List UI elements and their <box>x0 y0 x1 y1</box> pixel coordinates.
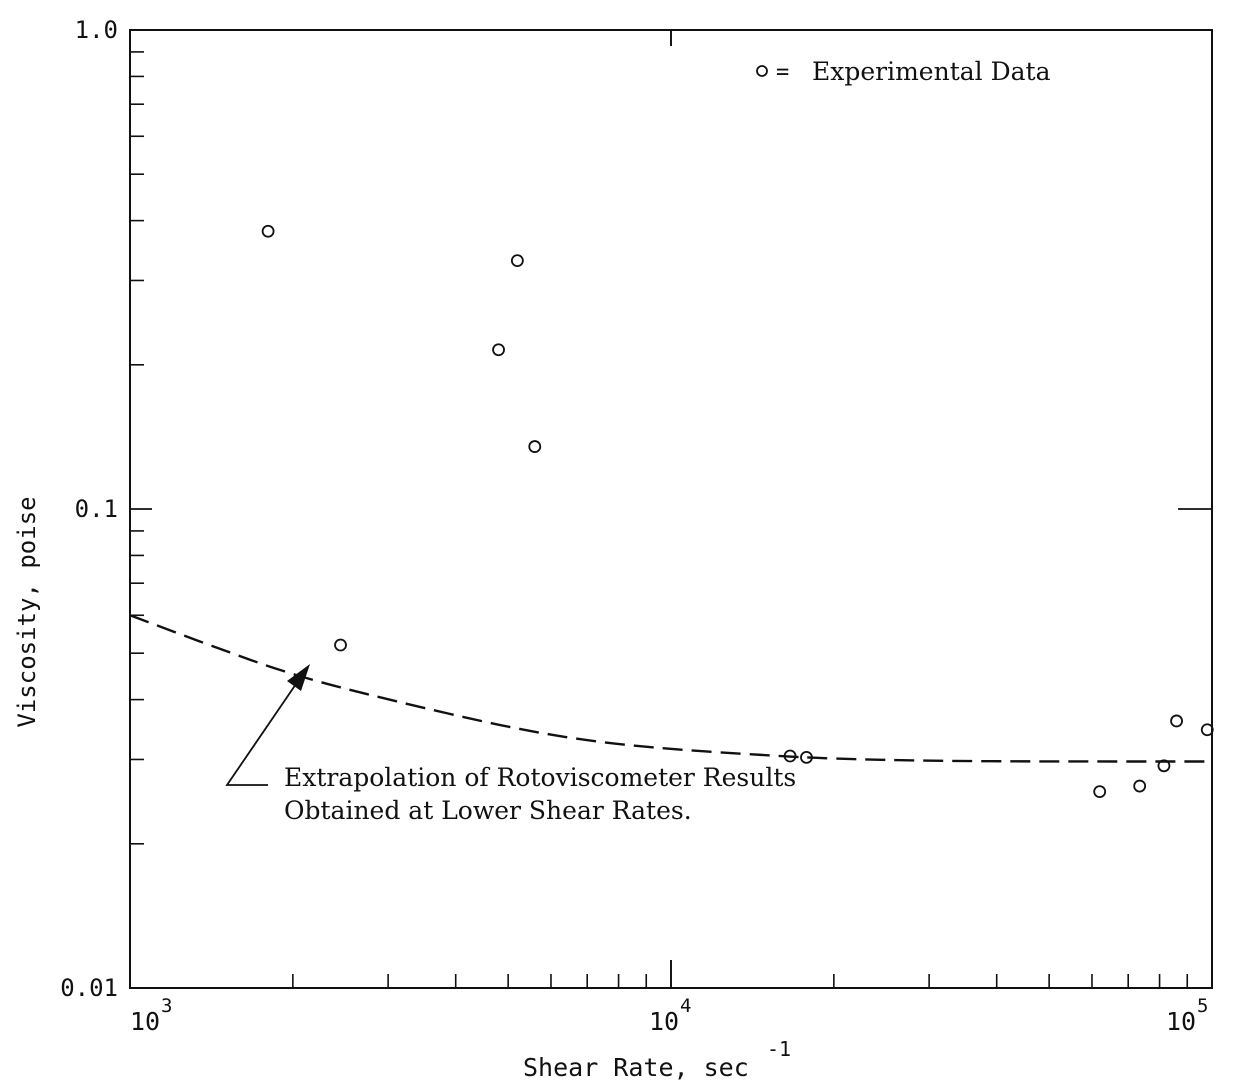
annotation-line-1: Extrapolation of Rotoviscometer Results <box>284 763 796 792</box>
plot-frame <box>129 29 1213 989</box>
data-point <box>1170 714 1183 728</box>
data-point <box>783 749 797 763</box>
data-point <box>800 750 813 764</box>
x-tick-label: 10 <box>130 1007 160 1036</box>
legend-marker-icon <box>756 65 768 77</box>
y-tick-label: 1.0 <box>75 16 118 44</box>
data-point <box>1157 759 1171 773</box>
axis-ticks <box>130 30 1212 988</box>
extrapolation-dashed-line <box>129 614 1212 763</box>
data-point <box>528 440 542 453</box>
annotation-leader-line <box>225 683 297 786</box>
legend-label: Experimental Data <box>812 57 1051 86</box>
legend: = Experimental Data <box>756 57 1051 86</box>
data-point <box>1133 779 1147 793</box>
x-tick-label-exponent: 5 <box>1197 995 1208 1017</box>
extrapolation-annotation: Extrapolation of Rotoviscometer Results … <box>225 664 796 825</box>
data-point <box>492 343 505 357</box>
x-axis-label: Shear Rate, sec -1 <box>523 1037 791 1082</box>
annotation-arrowhead-icon <box>287 664 310 691</box>
legend-equals: = <box>776 60 789 85</box>
x-axis-label-sup: -1 <box>767 1037 791 1061</box>
x-tick-label: 10 <box>1166 1007 1196 1036</box>
y-axis-label: Viscosity, poise <box>13 496 41 727</box>
y-tick-label: 0.1 <box>75 495 118 523</box>
data-point <box>1200 723 1214 737</box>
data-point <box>334 638 347 652</box>
experimental-points <box>261 224 1214 799</box>
data-point <box>261 224 275 238</box>
x-tick-label-exponent: 3 <box>161 995 172 1017</box>
x-axis-label-text: Shear Rate, sec <box>523 1053 749 1082</box>
data-point <box>510 254 524 268</box>
x-tick-label: 10 <box>649 1007 679 1036</box>
data-point <box>1093 785 1107 799</box>
y-tick-labels: 1.0 0.1 0.01 <box>60 16 118 1002</box>
x-tick-label-exponent: 4 <box>680 995 691 1017</box>
annotation-line-2: Obtained at Lower Shear Rates. <box>284 796 692 825</box>
extrapolation-curve <box>129 614 1212 763</box>
y-tick-label: 0.01 <box>60 974 118 1002</box>
